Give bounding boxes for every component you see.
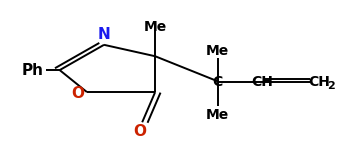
Text: CH: CH (252, 75, 273, 89)
Text: Me: Me (206, 108, 229, 122)
Text: O: O (72, 86, 85, 101)
Text: O: O (133, 124, 146, 139)
Text: Me: Me (144, 20, 167, 34)
Text: N: N (98, 27, 110, 42)
Text: Ph: Ph (21, 63, 43, 78)
Text: Me: Me (206, 44, 229, 58)
Text: 2: 2 (327, 81, 335, 91)
Text: C: C (212, 75, 223, 89)
Text: CH: CH (309, 75, 330, 89)
